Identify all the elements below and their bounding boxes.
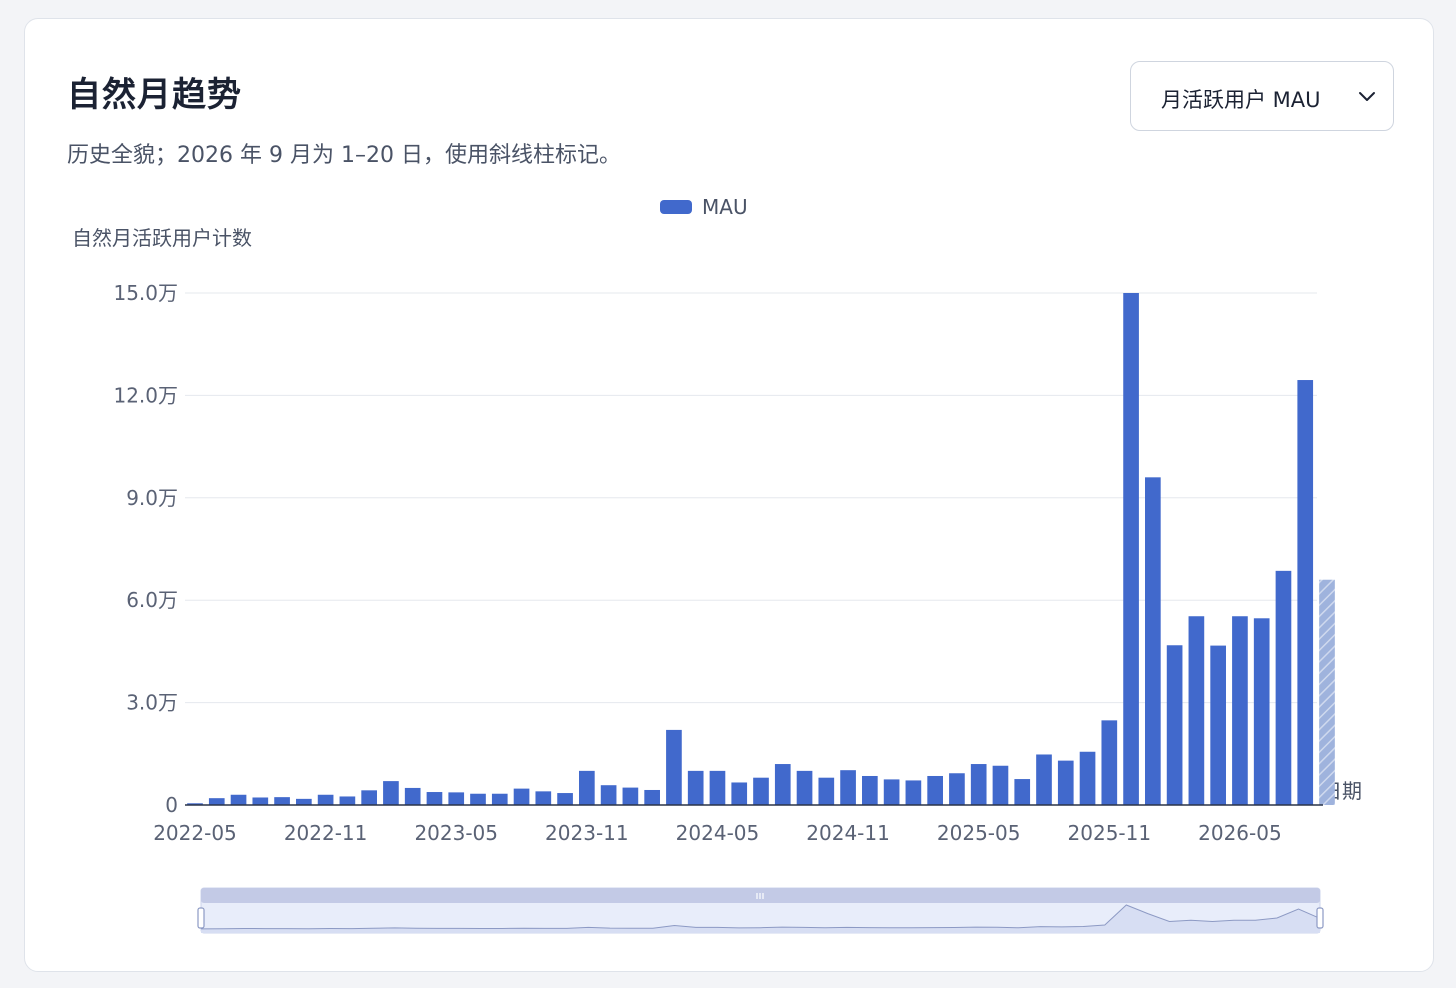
bar[interactable] — [687, 770, 704, 805]
bar[interactable] — [557, 793, 573, 805]
x-tick-label: 2025-11 — [1068, 821, 1152, 845]
bar[interactable] — [1145, 477, 1161, 805]
bar[interactable] — [600, 785, 617, 805]
zoom-overview-line — [200, 904, 1321, 930]
bar-partial-month[interactable] — [1319, 579, 1335, 805]
bar[interactable] — [470, 793, 486, 805]
bar[interactable] — [949, 773, 965, 805]
bar[interactable] — [274, 797, 290, 805]
bar[interactable] — [709, 770, 726, 805]
bar[interactable] — [1079, 751, 1096, 805]
bar[interactable] — [796, 770, 813, 805]
bar[interactable] — [622, 787, 639, 805]
x-tick-label: 2024-11 — [806, 821, 890, 845]
bar[interactable] — [426, 792, 443, 805]
page-subtitle: 历史全貌；2026 年 9 月为 1–20 日，使用斜线柱标记。 — [67, 143, 621, 168]
bar[interactable] — [491, 793, 508, 805]
y-tick-label: 15.0万 — [113, 281, 178, 305]
zoom-grip-icon[interactable] — [756, 893, 764, 899]
bar[interactable] — [1188, 616, 1205, 805]
y-tick-label: 0 — [165, 793, 178, 817]
bar[interactable] — [317, 794, 334, 805]
zoom-handle-right[interactable] — [1316, 907, 1324, 929]
bar[interactable] — [1232, 616, 1248, 805]
bar[interactable] — [753, 777, 769, 805]
bar[interactable] — [579, 770, 595, 805]
legend-label-mau[interactable]: MAU — [702, 195, 748, 219]
bar[interactable] — [1057, 760, 1074, 805]
chevron-down-icon — [1359, 92, 1375, 101]
bar[interactable] — [818, 777, 835, 805]
bar[interactable] — [992, 765, 1009, 805]
bar[interactable] — [883, 779, 900, 805]
x-tick-label: 2026-05 — [1198, 821, 1282, 845]
legend-swatch-mau[interactable] — [660, 200, 692, 214]
bar[interactable] — [208, 798, 225, 805]
x-tick-label: 2022-11 — [284, 821, 368, 845]
x-tick-label: 2024-05 — [676, 821, 760, 845]
y-tick-label: 9.0万 — [126, 486, 178, 510]
metric-select[interactable]: 月活跃用户 MAU — [1130, 61, 1394, 131]
metric-select-value: 月活跃用户 MAU — [1161, 88, 1321, 112]
bar[interactable] — [1253, 618, 1270, 805]
bar[interactable] — [361, 790, 377, 805]
bar[interactable] — [448, 792, 465, 805]
bar[interactable] — [339, 796, 356, 805]
bar[interactable] — [774, 764, 791, 805]
bar[interactable] — [1014, 779, 1031, 805]
bar[interactable] — [666, 729, 682, 805]
bar[interactable] — [1297, 380, 1314, 805]
bar[interactable] — [1166, 645, 1183, 805]
y-tick-label: 12.0万 — [113, 383, 178, 407]
bar[interactable] — [970, 764, 987, 805]
bar[interactable] — [927, 775, 943, 805]
zoom-overview-area — [201, 905, 1320, 933]
bar[interactable] — [731, 782, 748, 805]
bar[interactable] — [1036, 754, 1052, 805]
bar[interactable] — [252, 797, 269, 805]
page-title: 自然月趋势 — [67, 75, 242, 115]
bar[interactable] — [187, 803, 203, 805]
bar[interactable] — [230, 794, 247, 805]
bar[interactable] — [1123, 293, 1139, 805]
x-tick-label: 2023-05 — [414, 821, 498, 845]
bar[interactable] — [1210, 645, 1226, 805]
bar[interactable] — [862, 775, 878, 805]
chart-card: 自然月趋势 历史全貌；2026 年 9 月为 1–20 日，使用斜线柱标记。 月… — [24, 18, 1434, 972]
zoom-handle-left[interactable] — [197, 907, 205, 929]
bar[interactable] — [840, 770, 856, 805]
bar[interactable] — [535, 791, 552, 805]
bar[interactable] — [1275, 570, 1292, 805]
x-tick-label: 2025-05 — [937, 821, 1021, 845]
bar[interactable] — [1101, 720, 1118, 805]
bar[interactable] — [404, 787, 421, 805]
y-axis-label: 自然月活跃用户计数 — [72, 226, 252, 250]
y-tick-label: 6.0万 — [126, 588, 178, 612]
bar[interactable] — [513, 788, 530, 805]
bar[interactable] — [905, 780, 922, 805]
x-tick-label: 2023-11 — [545, 821, 629, 845]
bar[interactable] — [383, 781, 399, 805]
bar[interactable] — [644, 789, 660, 805]
x-tick-label: 2022-05 — [153, 821, 237, 845]
y-tick-label: 3.0万 — [126, 691, 178, 715]
bar[interactable] — [296, 798, 312, 805]
